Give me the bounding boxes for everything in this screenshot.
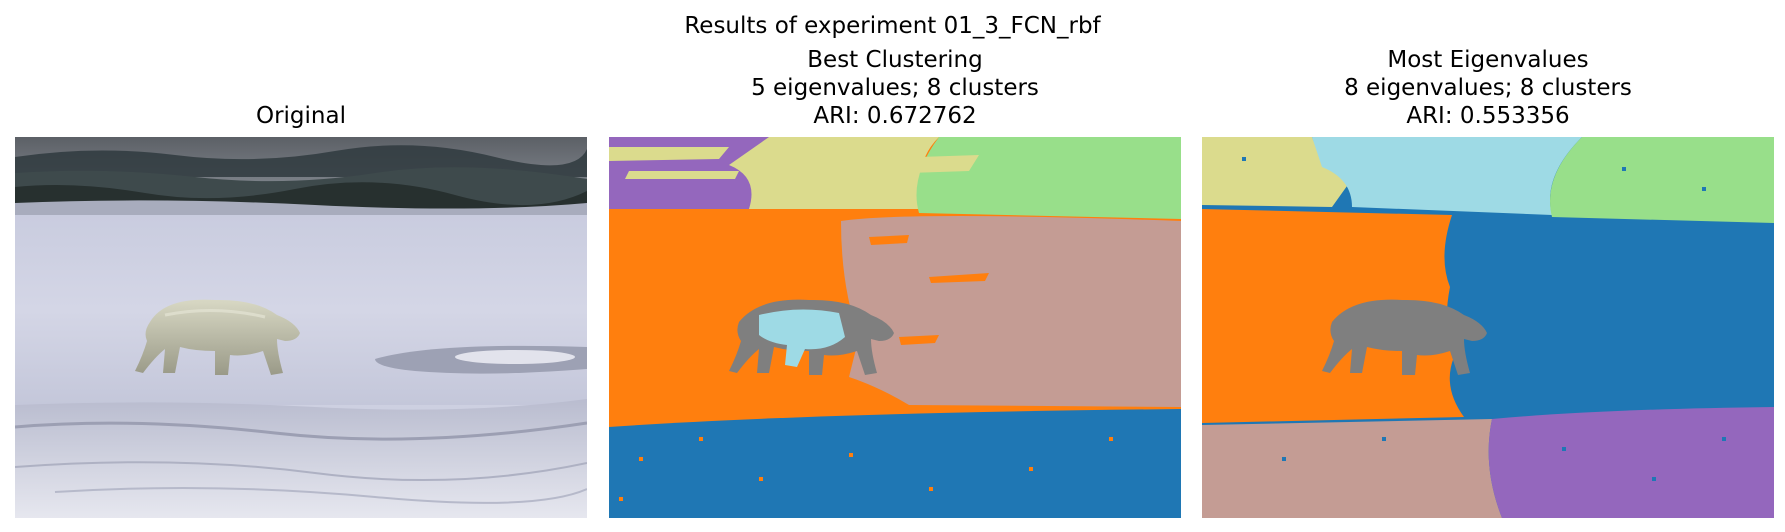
panel-title-line: 5 eigenvalues; 8 clusters (751, 75, 1039, 101)
panel-title-line: 8 eigenvalues; 8 clusters (1344, 75, 1632, 101)
panel-title-original: Original (15, 102, 587, 130)
polar-bear (135, 299, 300, 375)
polar-bear-photo (15, 137, 587, 518)
most-eigenvalues-map (1202, 137, 1774, 518)
figure-suptitle: Results of experiment 01_3_FCN_rbf (684, 13, 1101, 39)
panel-title-most-eigenvalues: Most Eigenvalues 8 eigenvalues; 8 cluste… (1202, 46, 1774, 130)
segmentation-map-most (1202, 137, 1774, 518)
panel-title-line: ARI: 0.553356 (1406, 103, 1570, 129)
best-clustering-map (609, 137, 1181, 518)
panel-title-line: ARI: 0.672762 (813, 103, 977, 129)
panel-title-best-clustering: Best Clustering 5 eigenvalues; 8 cluster… (609, 46, 1181, 130)
panel-title-line: Most Eigenvalues (1387, 47, 1589, 73)
panel-title-line: Best Clustering (807, 47, 983, 73)
panel-title-line: Original (255, 103, 346, 129)
original-image (15, 137, 587, 518)
segmentation-map-best (609, 137, 1181, 518)
